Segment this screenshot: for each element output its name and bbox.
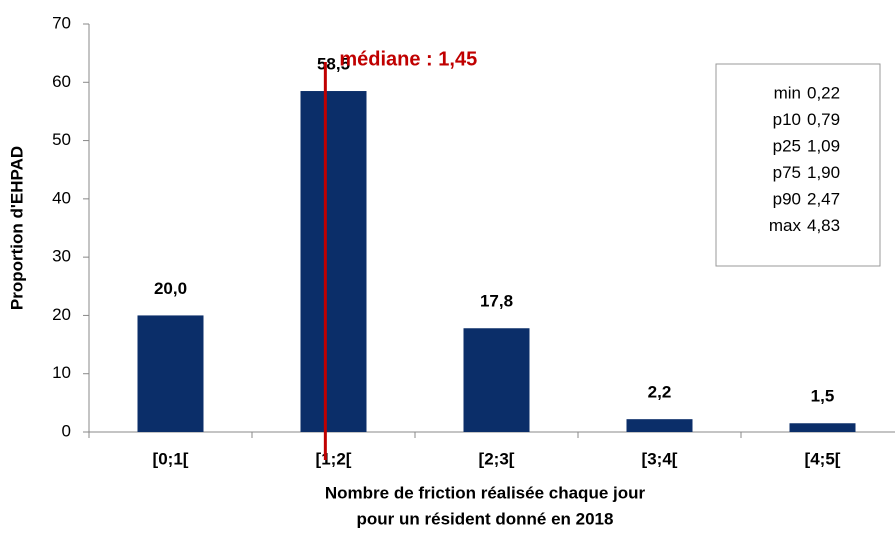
median-label: médiane : 1,45 — [339, 48, 477, 70]
value-label: 2,2 — [648, 383, 672, 402]
y-axis-label: Proportion d'EHPAD — [7, 146, 26, 310]
y-tick-label: 60 — [52, 72, 71, 91]
stat-label: min — [774, 83, 801, 102]
x-tick-label: [3;4[ — [642, 449, 678, 468]
stat-value: 2,47 — [807, 189, 840, 208]
stat-label: p90 — [773, 189, 801, 208]
y-tick-label: 70 — [52, 13, 71, 32]
stat-label: p25 — [773, 136, 801, 155]
y-tick-label: 0 — [62, 421, 71, 440]
stat-value: 0,22 — [807, 83, 840, 102]
x-tick-label: [2;3[ — [479, 449, 515, 468]
bar — [137, 315, 204, 432]
bar — [300, 91, 367, 433]
y-tick-label: 50 — [52, 130, 71, 149]
value-label: 17,8 — [480, 292, 513, 311]
x-tick-label: [4;5[ — [805, 449, 841, 468]
x-axis-label: Nombre de friction réalisée chaque jour — [325, 483, 646, 502]
y-tick-label: 30 — [52, 247, 71, 266]
bar — [789, 423, 856, 432]
bar — [626, 419, 693, 432]
value-label: 20,0 — [154, 279, 187, 298]
stats-box — [715, 63, 881, 267]
x-tick-label: [0;1[ — [153, 449, 189, 468]
y-tick-label: 40 — [52, 188, 71, 207]
stat-label: p75 — [773, 163, 801, 182]
y-tick-label: 10 — [52, 363, 71, 382]
stat-value: 1,09 — [807, 136, 840, 155]
stat-value: 1,90 — [807, 163, 840, 182]
x-axis-label: pour un résident donné en 2018 — [357, 509, 614, 528]
value-label: 1,5 — [811, 387, 835, 406]
stat-value: 0,79 — [807, 110, 840, 129]
x-tick-label: [1;2[ — [316, 449, 352, 468]
stat-value: 4,83 — [807, 216, 840, 235]
y-tick-label: 20 — [52, 305, 71, 324]
stat-label: max — [769, 216, 802, 235]
stat-label: p10 — [773, 110, 801, 129]
bar — [463, 328, 530, 432]
